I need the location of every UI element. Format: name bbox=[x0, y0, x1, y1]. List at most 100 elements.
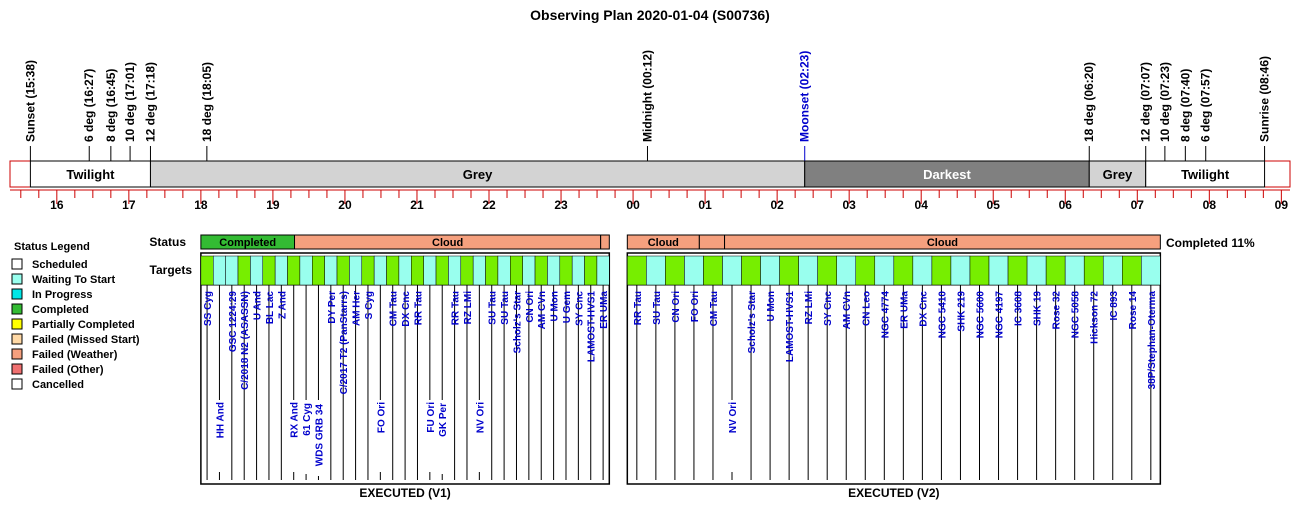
status-legend: Status Legend Scheduled Waiting To Start In… bbox=[11, 241, 140, 391]
target-block bbox=[435, 255, 449, 286]
target-label: GSC 1224:29 bbox=[228, 291, 239, 353]
event-label: Moonset (02:23) bbox=[798, 51, 812, 142]
legend-item-label: Cancelled bbox=[32, 379, 84, 391]
target-label: Scholz's Star bbox=[747, 291, 758, 354]
event-label: 10 deg (17:01) bbox=[123, 62, 137, 142]
legend-swatch bbox=[11, 258, 23, 270]
target-block bbox=[684, 255, 704, 286]
target-label: C/2018 N2 (ASASSN) bbox=[240, 291, 251, 390]
target-label: RZ LMi bbox=[463, 291, 474, 325]
target-block bbox=[931, 255, 952, 286]
legend-swatch bbox=[11, 288, 23, 300]
target-label: SHK 19 bbox=[1033, 291, 1044, 326]
target-block bbox=[299, 255, 313, 286]
event-label: 12 deg (07:07) bbox=[1139, 62, 1153, 142]
status-segment bbox=[698, 234, 726, 250]
target-label: NGC 4197 bbox=[995, 291, 1006, 339]
target-label: DX Cnc bbox=[918, 291, 929, 327]
target-label: IC 3608 bbox=[1014, 291, 1025, 326]
legend-swatch bbox=[11, 303, 23, 315]
target-block bbox=[836, 255, 857, 286]
target-label: CN Ori bbox=[671, 291, 682, 323]
target-block bbox=[448, 255, 462, 286]
panel-title: EXECUTED (V1) bbox=[359, 486, 450, 500]
target-block bbox=[760, 255, 780, 286]
target-block bbox=[373, 255, 387, 286]
target-block bbox=[1064, 255, 1085, 286]
legend-swatch bbox=[11, 333, 23, 345]
legend-item-label: Failed (Missed Start) bbox=[32, 334, 140, 346]
target-label: 61 Cyg bbox=[302, 403, 313, 436]
target-block bbox=[398, 255, 412, 286]
target-block bbox=[874, 255, 895, 286]
target-block bbox=[988, 255, 1009, 286]
sky-bands: Twilight Grey Darkest Grey Twilight bbox=[9, 160, 1291, 188]
target-label: RR Tau bbox=[633, 291, 644, 325]
target-label: SU Tau bbox=[488, 291, 499, 325]
legend-item-label: Completed bbox=[32, 304, 89, 316]
target-block bbox=[225, 255, 239, 286]
targets-row-label: Targets bbox=[150, 263, 193, 277]
axis-tick-label: 16 bbox=[50, 198, 64, 212]
target-label: BL Lac bbox=[265, 291, 276, 325]
target-block bbox=[250, 255, 264, 286]
target-label: NGC 4774 bbox=[880, 291, 891, 339]
target-label: U Mon bbox=[550, 291, 561, 322]
axis-tick-label: 08 bbox=[1203, 198, 1217, 212]
axis-tick-label: 23 bbox=[554, 198, 568, 212]
target-label: RZ LMi bbox=[804, 291, 815, 325]
sky-band-label: Darkest bbox=[923, 167, 971, 182]
target-label: U And bbox=[253, 291, 264, 320]
legend-item-label: Partially Completed bbox=[32, 319, 135, 331]
target-label: NGC 5058 bbox=[1071, 291, 1082, 339]
target-block bbox=[324, 255, 338, 286]
target-block bbox=[1007, 255, 1028, 286]
legend-item-label: Failed (Weather) bbox=[32, 349, 118, 361]
target-label: NGC 5410 bbox=[937, 291, 948, 339]
target-block bbox=[497, 255, 511, 286]
target-label: SU Tau bbox=[500, 291, 511, 325]
sky-band-label: Grey bbox=[463, 167, 493, 182]
target-block bbox=[1102, 255, 1123, 286]
chart-title: Observing Plan 2020-01-04 (S00736) bbox=[530, 7, 770, 23]
status-row-label: Status bbox=[149, 235, 186, 249]
axis-tick-label: 19 bbox=[266, 198, 280, 212]
target-block bbox=[312, 255, 325, 286]
status-segment-label: Completed bbox=[219, 237, 276, 249]
axis-tick-label: 09 bbox=[1275, 198, 1289, 212]
event-label: 6 deg (16:27) bbox=[82, 69, 96, 142]
target-block bbox=[237, 255, 251, 286]
event-label: 8 deg (16:45) bbox=[104, 69, 118, 142]
event-label: Midnight (00:12) bbox=[640, 50, 654, 142]
legend-swatch bbox=[11, 363, 23, 375]
completion-text: Completed 11% bbox=[1166, 236, 1255, 250]
status-segment-label: Cloud bbox=[927, 237, 958, 249]
axis-tick-label: 17 bbox=[122, 198, 136, 212]
axis-tick-label: 01 bbox=[698, 198, 712, 212]
target-label: NGC 5600 bbox=[975, 291, 986, 339]
axis-tick-label: 00 bbox=[626, 198, 640, 212]
target-label: AM Her bbox=[352, 291, 363, 326]
target-block bbox=[703, 255, 723, 286]
target-label: 38P/Stephan-Oterma bbox=[1147, 291, 1158, 390]
target-label: ER UMa bbox=[599, 291, 610, 329]
target-block bbox=[584, 255, 598, 286]
target-block bbox=[472, 255, 486, 286]
target-block bbox=[274, 255, 288, 286]
target-block bbox=[646, 255, 666, 286]
legend-swatch bbox=[11, 273, 23, 285]
event-label: 8 deg (07:40) bbox=[1178, 69, 1192, 142]
target-block bbox=[423, 255, 437, 286]
sky-band-label: Twilight bbox=[66, 167, 115, 182]
target-label: SY Cnc bbox=[823, 291, 834, 326]
target-label: Rose 14 bbox=[1128, 291, 1139, 330]
target-block bbox=[950, 255, 971, 286]
event-label: Sunrise (08:46) bbox=[1258, 56, 1272, 142]
event-label: 18 deg (06:20) bbox=[1082, 62, 1096, 142]
legend-item-label: Scheduled bbox=[32, 259, 88, 271]
time-axis: 16 17 18 19 20 21 22 23 00 01 02 03 04 05 06 07 08 09 bbox=[10, 189, 1290, 212]
target-block bbox=[912, 255, 933, 286]
target-label: FO Ori bbox=[376, 402, 387, 433]
target-block bbox=[547, 255, 561, 286]
